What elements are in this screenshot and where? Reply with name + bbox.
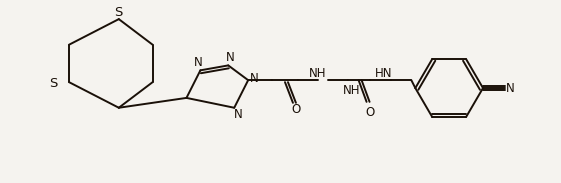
Text: NH: NH <box>309 67 327 80</box>
Text: NH: NH <box>343 83 360 96</box>
Text: N: N <box>226 51 234 64</box>
Text: O: O <box>291 103 301 116</box>
Text: S: S <box>49 77 57 90</box>
Text: N: N <box>505 82 514 95</box>
Text: N: N <box>234 108 242 121</box>
Text: O: O <box>365 106 374 119</box>
Text: HN: HN <box>375 67 392 80</box>
Text: N: N <box>250 72 259 85</box>
Text: N: N <box>194 56 203 69</box>
Text: S: S <box>114 6 123 19</box>
